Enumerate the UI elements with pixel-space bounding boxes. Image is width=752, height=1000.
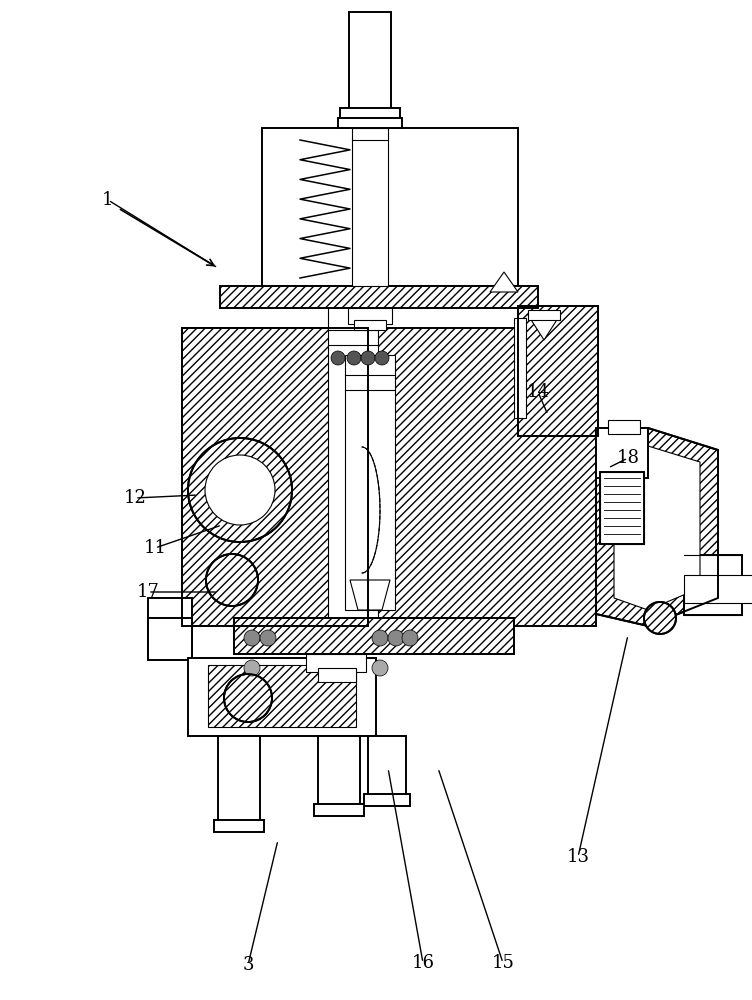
- Circle shape: [388, 630, 404, 646]
- Bar: [518, 306, 598, 436]
- Bar: [352, 128, 388, 286]
- Bar: [608, 420, 640, 434]
- Text: 17: 17: [137, 583, 159, 601]
- Bar: [234, 618, 514, 654]
- Bar: [188, 658, 376, 736]
- Bar: [354, 320, 386, 330]
- Text: 14: 14: [526, 383, 550, 401]
- Bar: [516, 330, 524, 410]
- Bar: [214, 820, 264, 832]
- Circle shape: [206, 554, 258, 606]
- Text: 1: 1: [102, 191, 114, 209]
- Bar: [182, 328, 368, 626]
- Bar: [600, 472, 644, 544]
- Circle shape: [188, 438, 292, 542]
- Bar: [318, 668, 356, 682]
- Bar: [306, 654, 366, 672]
- Bar: [684, 555, 742, 615]
- Bar: [148, 618, 192, 660]
- Bar: [208, 665, 356, 727]
- Circle shape: [372, 660, 388, 676]
- Circle shape: [260, 630, 276, 646]
- Circle shape: [361, 351, 375, 365]
- Bar: [218, 736, 260, 824]
- Circle shape: [402, 630, 418, 646]
- Circle shape: [644, 602, 676, 634]
- Bar: [364, 794, 410, 806]
- Text: 13: 13: [566, 848, 590, 866]
- Bar: [596, 428, 648, 478]
- Bar: [182, 328, 368, 626]
- Bar: [490, 285, 518, 305]
- Polygon shape: [528, 315, 560, 340]
- Text: 11: 11: [144, 539, 166, 557]
- Bar: [328, 305, 378, 627]
- Bar: [220, 286, 538, 308]
- Circle shape: [347, 351, 361, 365]
- Bar: [528, 310, 560, 320]
- Bar: [518, 306, 598, 436]
- Bar: [340, 108, 400, 122]
- Bar: [262, 128, 518, 286]
- Text: 12: 12: [123, 489, 147, 507]
- Text: 18: 18: [617, 449, 639, 467]
- Circle shape: [331, 351, 345, 365]
- Circle shape: [205, 455, 275, 525]
- Circle shape: [224, 674, 272, 722]
- Bar: [234, 618, 514, 654]
- Bar: [318, 736, 360, 808]
- Bar: [600, 472, 644, 544]
- Bar: [514, 318, 526, 418]
- Bar: [349, 12, 391, 112]
- Bar: [348, 308, 392, 324]
- Bar: [338, 118, 402, 128]
- Polygon shape: [490, 272, 518, 292]
- Polygon shape: [350, 580, 390, 610]
- Circle shape: [375, 351, 389, 365]
- Text: 3: 3: [242, 956, 253, 974]
- Bar: [684, 575, 752, 603]
- Polygon shape: [596, 428, 718, 626]
- Bar: [314, 804, 364, 816]
- Circle shape: [244, 660, 260, 676]
- Text: 16: 16: [411, 954, 435, 972]
- Circle shape: [372, 630, 388, 646]
- Bar: [374, 328, 596, 626]
- Text: 15: 15: [492, 954, 514, 972]
- Polygon shape: [614, 445, 700, 610]
- Bar: [368, 736, 406, 798]
- Bar: [148, 598, 192, 658]
- Circle shape: [244, 630, 260, 646]
- Bar: [345, 355, 395, 610]
